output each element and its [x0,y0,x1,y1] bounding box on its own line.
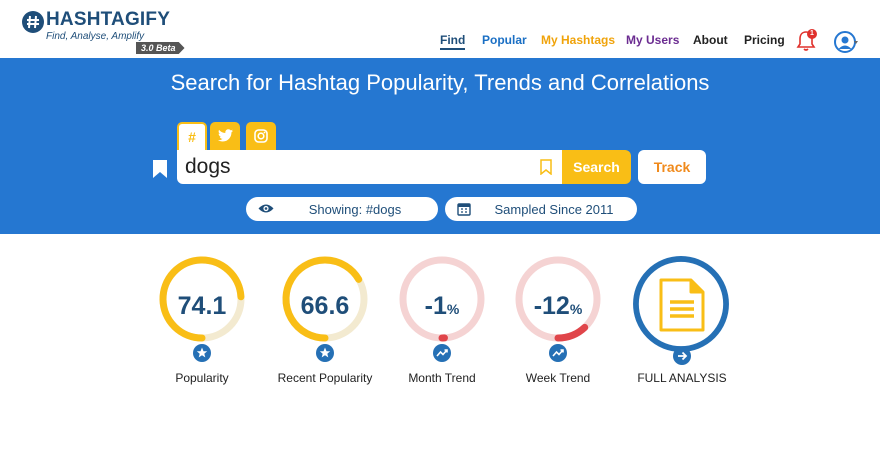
metric-week-trend[interactable]: -12% Week Trend [498,254,618,394]
nav-find[interactable]: Find [440,33,466,50]
showing-text: Showing: #dogs [308,202,402,217]
metric-recent-popularity[interactable]: 66.6 Recent Popularity [265,254,385,394]
trend-icon [549,344,567,362]
star-icon [193,344,211,362]
metric-value: 74.1 [177,292,227,320]
week-trend-gauge [515,256,601,342]
trend-icon [433,344,451,362]
logo-name: HASHTAGIFY [46,9,171,30]
search-button[interactable]: Search [562,150,631,184]
metric-value: -1% [424,292,460,320]
tab-instagram[interactable] [246,122,276,152]
metric-label: Week Trend [525,371,591,385]
arrow-right-icon [673,347,691,365]
gauge-arc [159,256,245,342]
metric-value: 66.6 [300,292,350,320]
bookmark-icon[interactable] [152,159,168,179]
metric-value: -12% [533,292,583,320]
search-hero: Search for Hashtag Popularity, Trends an… [0,58,880,234]
nav-pricing[interactable]: Pricing [744,33,785,47]
instagram-icon [254,129,268,143]
showing-pill[interactable]: Showing: #dogs [246,197,438,221]
sampled-pill[interactable]: Sampled Since 2011 [445,197,637,221]
search-box [177,150,563,184]
track-button[interactable]: Track [638,150,706,184]
top-header: HASHTAGIFY Find, Analyse, Amplify 3.0 Be… [0,0,880,58]
eye-icon [258,204,274,213]
metric-popularity[interactable]: 74.1 Popularity [142,254,262,394]
hashtag-search-input[interactable] [185,153,525,181]
user-avatar-icon[interactable] [834,30,858,54]
calendar-icon [457,203,471,216]
metric-label: Recent Popularity [277,371,373,385]
gauge-arc [282,256,363,342]
notification-badge: 1 [807,29,817,39]
version-badge: 3.0 Beta [136,42,185,54]
nav-my-users[interactable]: My Users [626,33,680,47]
nav-popular[interactable]: Popular [482,33,527,47]
logo-hashtag-icon [22,11,44,33]
bookmark-outline-icon[interactable] [540,159,552,175]
logo-tagline: Find, Analyse, Amplify [46,31,145,42]
document-icon [659,278,705,332]
metric-month-trend[interactable]: -1% Month Trend [382,254,502,394]
nav-my-hashtags[interactable]: My Hashtags [541,33,616,47]
month-trend-gauge [399,256,485,342]
metric-label: FULL ANALYSIS [637,371,727,385]
nav-about[interactable]: About [693,33,728,47]
twitter-icon [217,129,233,142]
tab-twitter[interactable] [210,122,240,152]
gauge-arc [554,323,589,342]
tab-hashtag[interactable]: # [177,122,207,152]
metric-label: Popularity [175,371,229,385]
hero-title: Search for Hashtag Popularity, Trends an… [170,70,710,95]
hashtagify-logo[interactable]: HASHTAGIFY Find, Analyse, Amplify 3.0 Be… [22,8,192,56]
metric-full-analysis[interactable]: FULL ANALYSIS [622,254,742,394]
star-icon [316,344,334,362]
metric-label: Month Trend [408,371,476,385]
recent-popularity-gauge [282,256,368,342]
sampled-text: Sampled Since 2011 [494,202,614,217]
popularity-gauge [159,256,245,342]
